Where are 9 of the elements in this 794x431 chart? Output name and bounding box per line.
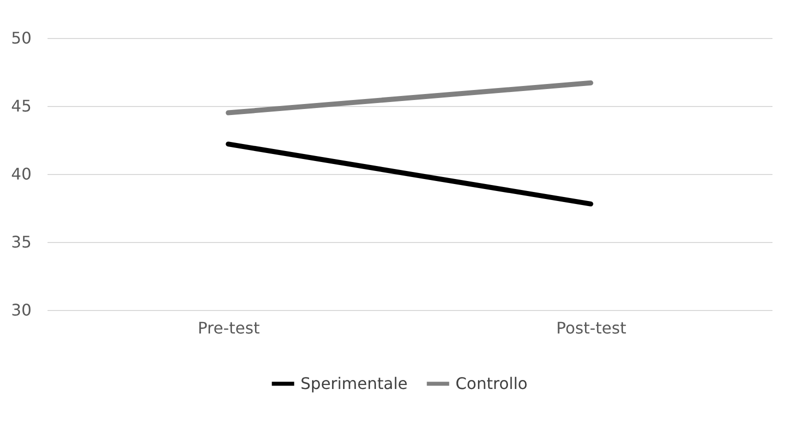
y-tick-label: 50 bbox=[11, 28, 32, 48]
x-tick-label: Pre-test bbox=[198, 318, 260, 338]
y-tick-label: 45 bbox=[11, 96, 32, 116]
y-tick-label: 40 bbox=[11, 164, 32, 184]
y-tick-label: 30 bbox=[11, 300, 32, 320]
y-tick-label: 35 bbox=[11, 232, 32, 252]
x-tick-label: Post-test bbox=[556, 318, 626, 338]
legend-label: Sperimentale bbox=[300, 374, 408, 393]
legend-label: Controllo bbox=[456, 374, 528, 393]
